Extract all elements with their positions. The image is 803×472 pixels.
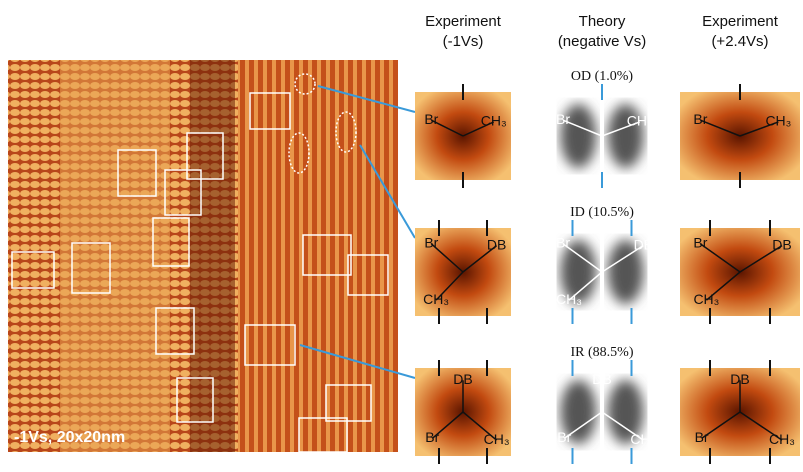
atom-label: CH₃ — [630, 431, 656, 447]
atom-label: DB — [772, 236, 791, 252]
atom-label: CH₃ — [556, 291, 582, 307]
atom-label: CH₃ — [693, 291, 719, 307]
row-label: ID (10.5%) — [570, 205, 634, 220]
row-label: OD (1.0%) — [571, 69, 634, 84]
column-header: Experiment — [425, 13, 502, 30]
atom-label: Br — [693, 111, 707, 127]
atom-label: Br — [695, 429, 709, 445]
atom-label: Br — [556, 235, 570, 251]
row-label: IR (88.5%) — [571, 345, 634, 360]
atom-label: Br — [557, 429, 571, 445]
atom-label: Br — [424, 235, 438, 251]
column-header: Theory — [579, 13, 626, 30]
column-header: (negative Vs) — [558, 33, 646, 50]
atom-label: Br — [556, 111, 570, 127]
atom-label: CH₃ — [769, 431, 795, 447]
atom-label: DB — [592, 371, 611, 387]
atom-label: CH₃ — [481, 113, 507, 129]
atom-label: DB — [634, 236, 653, 252]
column-header: (-1Vs) — [443, 33, 484, 50]
atom-label: DB — [453, 371, 472, 387]
image-label: -1Vs, 20x20nm — [14, 429, 125, 446]
atom-label: CH₃ — [484, 431, 510, 447]
atom-label: Br — [424, 111, 438, 127]
atom-label: DB — [730, 371, 749, 387]
column-header: Experiment — [702, 13, 779, 30]
atom-label: Br — [693, 235, 707, 251]
atom-label: CH₃ — [765, 113, 791, 129]
stm-image — [8, 60, 398, 452]
figure: -1Vs, 20x20nm Experiment (-1Vs) Theory (neg… — [0, 0, 803, 467]
atom-label: CH₃ — [627, 113, 653, 129]
column-header: (+2.4Vs) — [711, 33, 768, 50]
atom-label: CH₃ — [423, 291, 449, 307]
atom-label: DB — [487, 236, 506, 252]
atom-label: Br — [425, 429, 439, 445]
